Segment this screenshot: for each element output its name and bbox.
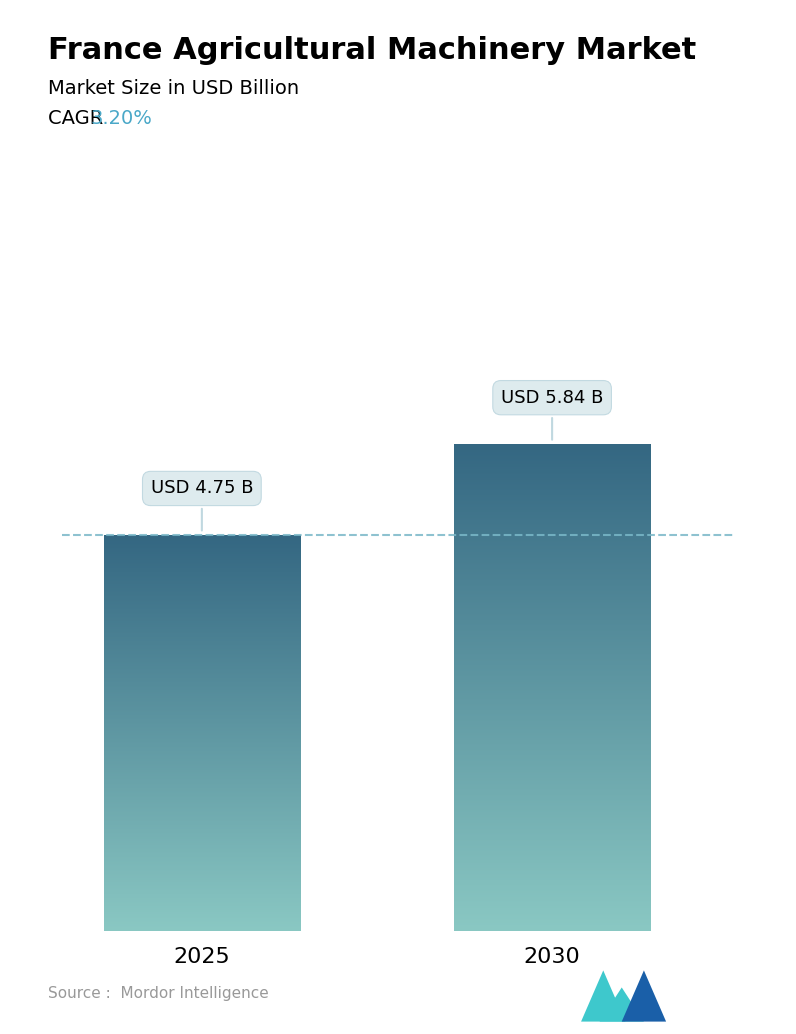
Text: Market Size in USD Billion: Market Size in USD Billion <box>48 79 298 97</box>
Polygon shape <box>599 987 644 1022</box>
Polygon shape <box>581 970 626 1022</box>
Text: Source :  Mordor Intelligence: Source : Mordor Intelligence <box>48 985 268 1001</box>
Polygon shape <box>622 970 666 1022</box>
Text: USD 5.84 B: USD 5.84 B <box>501 389 603 439</box>
Text: 3.20%: 3.20% <box>91 109 153 127</box>
Text: CAGR: CAGR <box>48 109 109 127</box>
Text: France Agricultural Machinery Market: France Agricultural Machinery Market <box>48 36 696 65</box>
Text: USD 4.75 B: USD 4.75 B <box>150 480 253 530</box>
